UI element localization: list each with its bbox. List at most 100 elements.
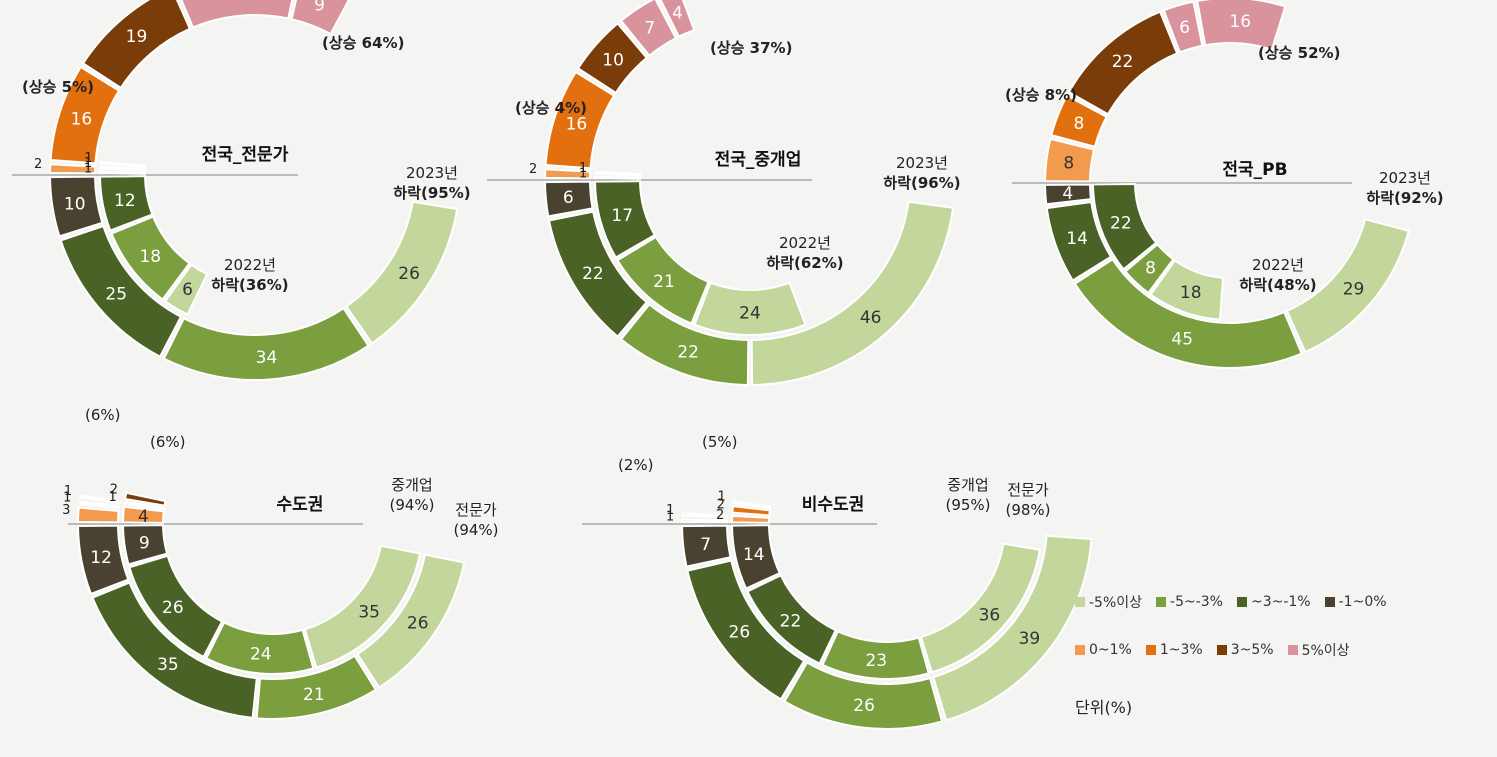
segment-label: 1 bbox=[84, 156, 92, 171]
legend-item-3-5: 3~5% bbox=[1216, 640, 1274, 660]
segment-label: 19 bbox=[126, 27, 148, 47]
ring-segment bbox=[344, 200, 459, 345]
rise-outer-label: (상승 37%) bbox=[710, 39, 792, 57]
rise-inner-label: (상승 4%) bbox=[515, 99, 587, 117]
legend-item-minus5-over: -5%이상 bbox=[1075, 592, 1142, 612]
ring-segment bbox=[98, 170, 147, 175]
ring-segment bbox=[659, 0, 696, 39]
outer-ring-sub: 하락(95%) bbox=[393, 184, 470, 202]
outer-ring-sub: (98%) bbox=[1005, 501, 1050, 519]
rise-inner-label: (5%) bbox=[702, 433, 738, 451]
ring-segment bbox=[544, 168, 592, 180]
ring-segment bbox=[593, 180, 657, 259]
segment-label: 2 bbox=[110, 483, 118, 498]
legend-item-minus3-minus1: ~3~-1% bbox=[1236, 592, 1311, 612]
ring-segment bbox=[98, 175, 154, 232]
segment-label: 46 bbox=[860, 308, 882, 328]
segment-label: 23 bbox=[865, 651, 887, 671]
legend-row-rise: 0~1% 1~3% 3~5% 5%이상 bbox=[1075, 640, 1475, 660]
segment-label: 4 bbox=[138, 507, 149, 527]
outer-ring-sub: 하락(96%) bbox=[883, 174, 960, 192]
segment-label: 2 bbox=[34, 157, 42, 172]
inner-ring-label: 2022년 bbox=[779, 234, 831, 252]
segment-label: 8 bbox=[1145, 259, 1156, 279]
segment-label: 7 bbox=[644, 18, 655, 38]
legend-label: -1~0% bbox=[1338, 594, 1387, 610]
segment-label: 26 bbox=[398, 264, 420, 284]
ring-segment bbox=[1073, 257, 1303, 369]
inner-ring-label: 2022년 bbox=[1252, 256, 1304, 274]
segment-label: 34 bbox=[256, 348, 278, 368]
segment-label: 7 bbox=[700, 535, 711, 555]
ring-segment bbox=[1043, 137, 1096, 183]
segment-label: 22 bbox=[1112, 52, 1134, 72]
ring-segment bbox=[49, 65, 121, 165]
inner-ring-sub: 하락(48%) bbox=[1239, 276, 1316, 294]
legend: -5%이상 -5~-3% ~3~-1% -1~0% 0~1% 1~3% 3~5%… bbox=[1075, 592, 1475, 688]
outer-ring-label: 전문가 bbox=[1007, 481, 1049, 499]
legend-row-decline: -5%이상 -5~-3% ~3~-1% -1~0% bbox=[1075, 592, 1475, 612]
ring-segment bbox=[1043, 183, 1093, 206]
ring-segment bbox=[123, 500, 166, 511]
segment-label: 1 bbox=[84, 161, 92, 176]
segment-label: 10 bbox=[602, 50, 624, 70]
ring-segment bbox=[1067, 10, 1179, 116]
ring-segment bbox=[1285, 218, 1410, 354]
panel-1: 46 22 22 6 2 16 10 74 24 21 17 11 전국_중개업 2023년하락(96%)… bbox=[487, 0, 961, 387]
segment-label: 1 bbox=[579, 166, 587, 181]
segment-label: 26 bbox=[407, 613, 429, 633]
inner-ring-sub: 하락(62%) bbox=[766, 254, 843, 272]
segment-label: 36 bbox=[979, 605, 1001, 625]
legend-swatch bbox=[1075, 597, 1085, 607]
ring-segment bbox=[746, 574, 837, 665]
rise-outer-label: (상승 64%) bbox=[322, 34, 404, 52]
rise-outer-label: (2%) bbox=[618, 456, 654, 474]
ring-segment bbox=[78, 494, 121, 505]
segment-label: 26 bbox=[729, 622, 751, 642]
segment-label: 22 bbox=[1110, 213, 1132, 233]
legend-swatch bbox=[1287, 645, 1298, 655]
ring-segment bbox=[123, 491, 167, 507]
ring-segment bbox=[619, 0, 678, 58]
outer-ring-label: 전문가 bbox=[455, 501, 497, 519]
ring-segment bbox=[180, 0, 294, 29]
segment-label: 1 bbox=[64, 484, 72, 499]
ring-segment bbox=[81, 0, 192, 90]
outer-ring-label: 2023년 bbox=[1379, 169, 1431, 187]
legend-item-minus5-minus3: -5~-3% bbox=[1156, 592, 1223, 612]
segment-label: 6 bbox=[182, 280, 193, 300]
ring-segment bbox=[121, 524, 169, 566]
legend-item-1-3: 1~3% bbox=[1145, 640, 1203, 660]
segment-label: 18 bbox=[139, 247, 161, 267]
ring-segment bbox=[1196, 0, 1287, 51]
legend-label: -5~-3% bbox=[1170, 594, 1223, 610]
inner-ring-label: 중개업 bbox=[391, 476, 432, 494]
ring-segment bbox=[49, 175, 104, 238]
ring-segment bbox=[616, 235, 710, 325]
outer-ring-sub: 하락(92%) bbox=[1366, 189, 1443, 207]
legend-swatch bbox=[1145, 645, 1156, 655]
segment-label: 6 bbox=[1179, 18, 1190, 38]
segment-label: 1 bbox=[63, 490, 71, 505]
legend-swatch bbox=[1236, 597, 1247, 607]
rise-outer-label: (6%) bbox=[85, 406, 121, 424]
ring-segment bbox=[619, 302, 750, 386]
inner-ring-sub: (95%) bbox=[945, 496, 990, 514]
segment-label: 21 bbox=[303, 685, 325, 705]
segment-label: 16 bbox=[566, 115, 588, 135]
inner-ring-sub: (94%) bbox=[389, 496, 434, 514]
ring-segment bbox=[162, 306, 370, 381]
ring-segment bbox=[204, 621, 315, 675]
segment-label: 26 bbox=[853, 696, 875, 716]
ring-segment bbox=[821, 629, 930, 680]
panel-0: 26 34 25 10 2 16 19 20 9 6 18 12 111 전국_전문가 2023년하락(95… bbox=[12, 0, 471, 381]
legend-label: ~3~-1% bbox=[1250, 594, 1311, 610]
ring-segment bbox=[750, 200, 955, 387]
rise-inner-label: (상승 5%) bbox=[22, 78, 94, 96]
unit-label: 단위(%) bbox=[1075, 698, 1133, 717]
panel-title: 비수도권 bbox=[802, 495, 865, 515]
rise-outer-label: (상승 52%) bbox=[1258, 44, 1340, 62]
ring-segment bbox=[77, 506, 120, 524]
legend-swatch bbox=[1216, 645, 1227, 655]
